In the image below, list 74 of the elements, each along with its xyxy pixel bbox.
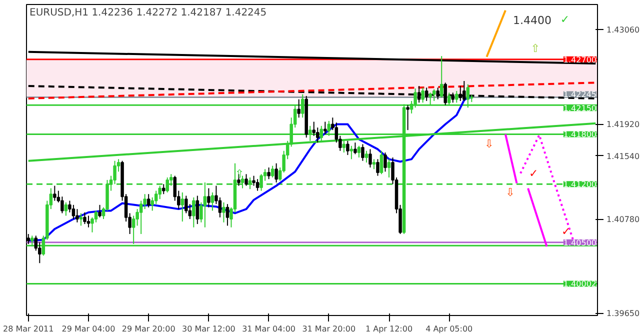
- candlestick: [357, 145, 361, 158]
- candlestick: [256, 178, 260, 192]
- candlestick: [346, 140, 350, 156]
- candlestick: [380, 150, 384, 175]
- candlestick: [79, 212, 83, 226]
- y-tick-label: 1.39650: [606, 309, 640, 318]
- candlestick: [350, 145, 354, 160]
- annotation: ⇩: [484, 138, 494, 151]
- candlestick: [372, 158, 376, 170]
- candlestick: [368, 148, 372, 168]
- candlestick: [244, 174, 248, 186]
- x-tick-label: 1 Apr 12:00: [365, 324, 413, 334]
- candlestick: [455, 90, 458, 104]
- x-tick-label: 28 Mar 2011: [3, 324, 54, 334]
- y-tick-label: 1.43060: [606, 25, 640, 34]
- ref-line-label: 1.40500: [563, 238, 597, 248]
- ref-line-label: 1.42245: [563, 90, 597, 100]
- candlestick: [139, 200, 143, 235]
- candlestick: [226, 204, 230, 226]
- candlestick: [196, 195, 200, 225]
- ref-line-label: 1.41200: [563, 180, 597, 190]
- candlestick: [192, 196, 196, 228]
- x-tick-label: 4 Apr 05:00: [426, 324, 473, 334]
- candlestick: [162, 184, 166, 195]
- candlestick: [406, 104, 410, 131]
- chart-title: EURUSD,H1 1.42236 1.42272 1.42187 1.42245: [30, 8, 267, 18]
- candlestick: [218, 196, 222, 218]
- candlestick: [387, 158, 391, 178]
- ref-line-label: 1.40002: [563, 280, 597, 289]
- annotation: ✓: [560, 12, 570, 26]
- candlestick: [267, 166, 270, 180]
- y-tick-label: 1.41540: [606, 152, 640, 161]
- candlestick: [222, 202, 226, 223]
- candlestick: [86, 215, 90, 228]
- annotation: ✓: [562, 225, 571, 238]
- candlestick: [207, 188, 210, 208]
- candlestick: [274, 162, 278, 183]
- candlestick: [297, 98, 300, 118]
- annotation: 1.4400: [512, 14, 552, 27]
- candlestick: [364, 150, 368, 163]
- candlestick: [440, 56, 444, 98]
- candlestick: [53, 185, 56, 202]
- candlestick: [146, 194, 150, 208]
- candlestick: [270, 165, 274, 178]
- candlestick: [83, 212, 86, 225]
- x-tick-label: 29 Mar 20:00: [122, 324, 176, 334]
- candlestick: [76, 208, 79, 223]
- candlestick: [432, 88, 436, 102]
- candlestick: [64, 202, 68, 216]
- ref-line-label: 1.41800: [563, 130, 597, 140]
- ref-line-label: 1.42700: [563, 55, 597, 64]
- candlestick: [361, 144, 364, 162]
- candlestick: [180, 192, 184, 222]
- candlestick: [342, 140, 346, 154]
- x-tick-label: 31 Mar 20:00: [302, 324, 356, 334]
- y-tick-label: 1.40780: [606, 215, 640, 224]
- candlestick: [376, 158, 380, 176]
- candlestick: [72, 204, 76, 220]
- candlestick: [98, 204, 102, 218]
- x-tick-label: 30 Mar 12:00: [182, 324, 236, 334]
- candlestick: [421, 87, 424, 104]
- candlestick: [354, 142, 357, 155]
- candlestick: [94, 210, 98, 223]
- candlestick: [324, 121, 327, 135]
- annotation: ⇧: [234, 167, 244, 180]
- annotation: ⇩: [506, 186, 515, 199]
- x-tick-label: 29 Mar 04:00: [62, 324, 116, 334]
- y-tick-label: 1.41920: [606, 120, 640, 130]
- ref-line-label: 1.42150: [563, 104, 597, 114]
- x-tick-label: 31 Mar 04:00: [242, 324, 296, 334]
- candlestick: [210, 192, 214, 212]
- annotation: ✓: [528, 166, 538, 180]
- annotation: ⇧: [530, 42, 540, 56]
- candlestick: [384, 152, 387, 172]
